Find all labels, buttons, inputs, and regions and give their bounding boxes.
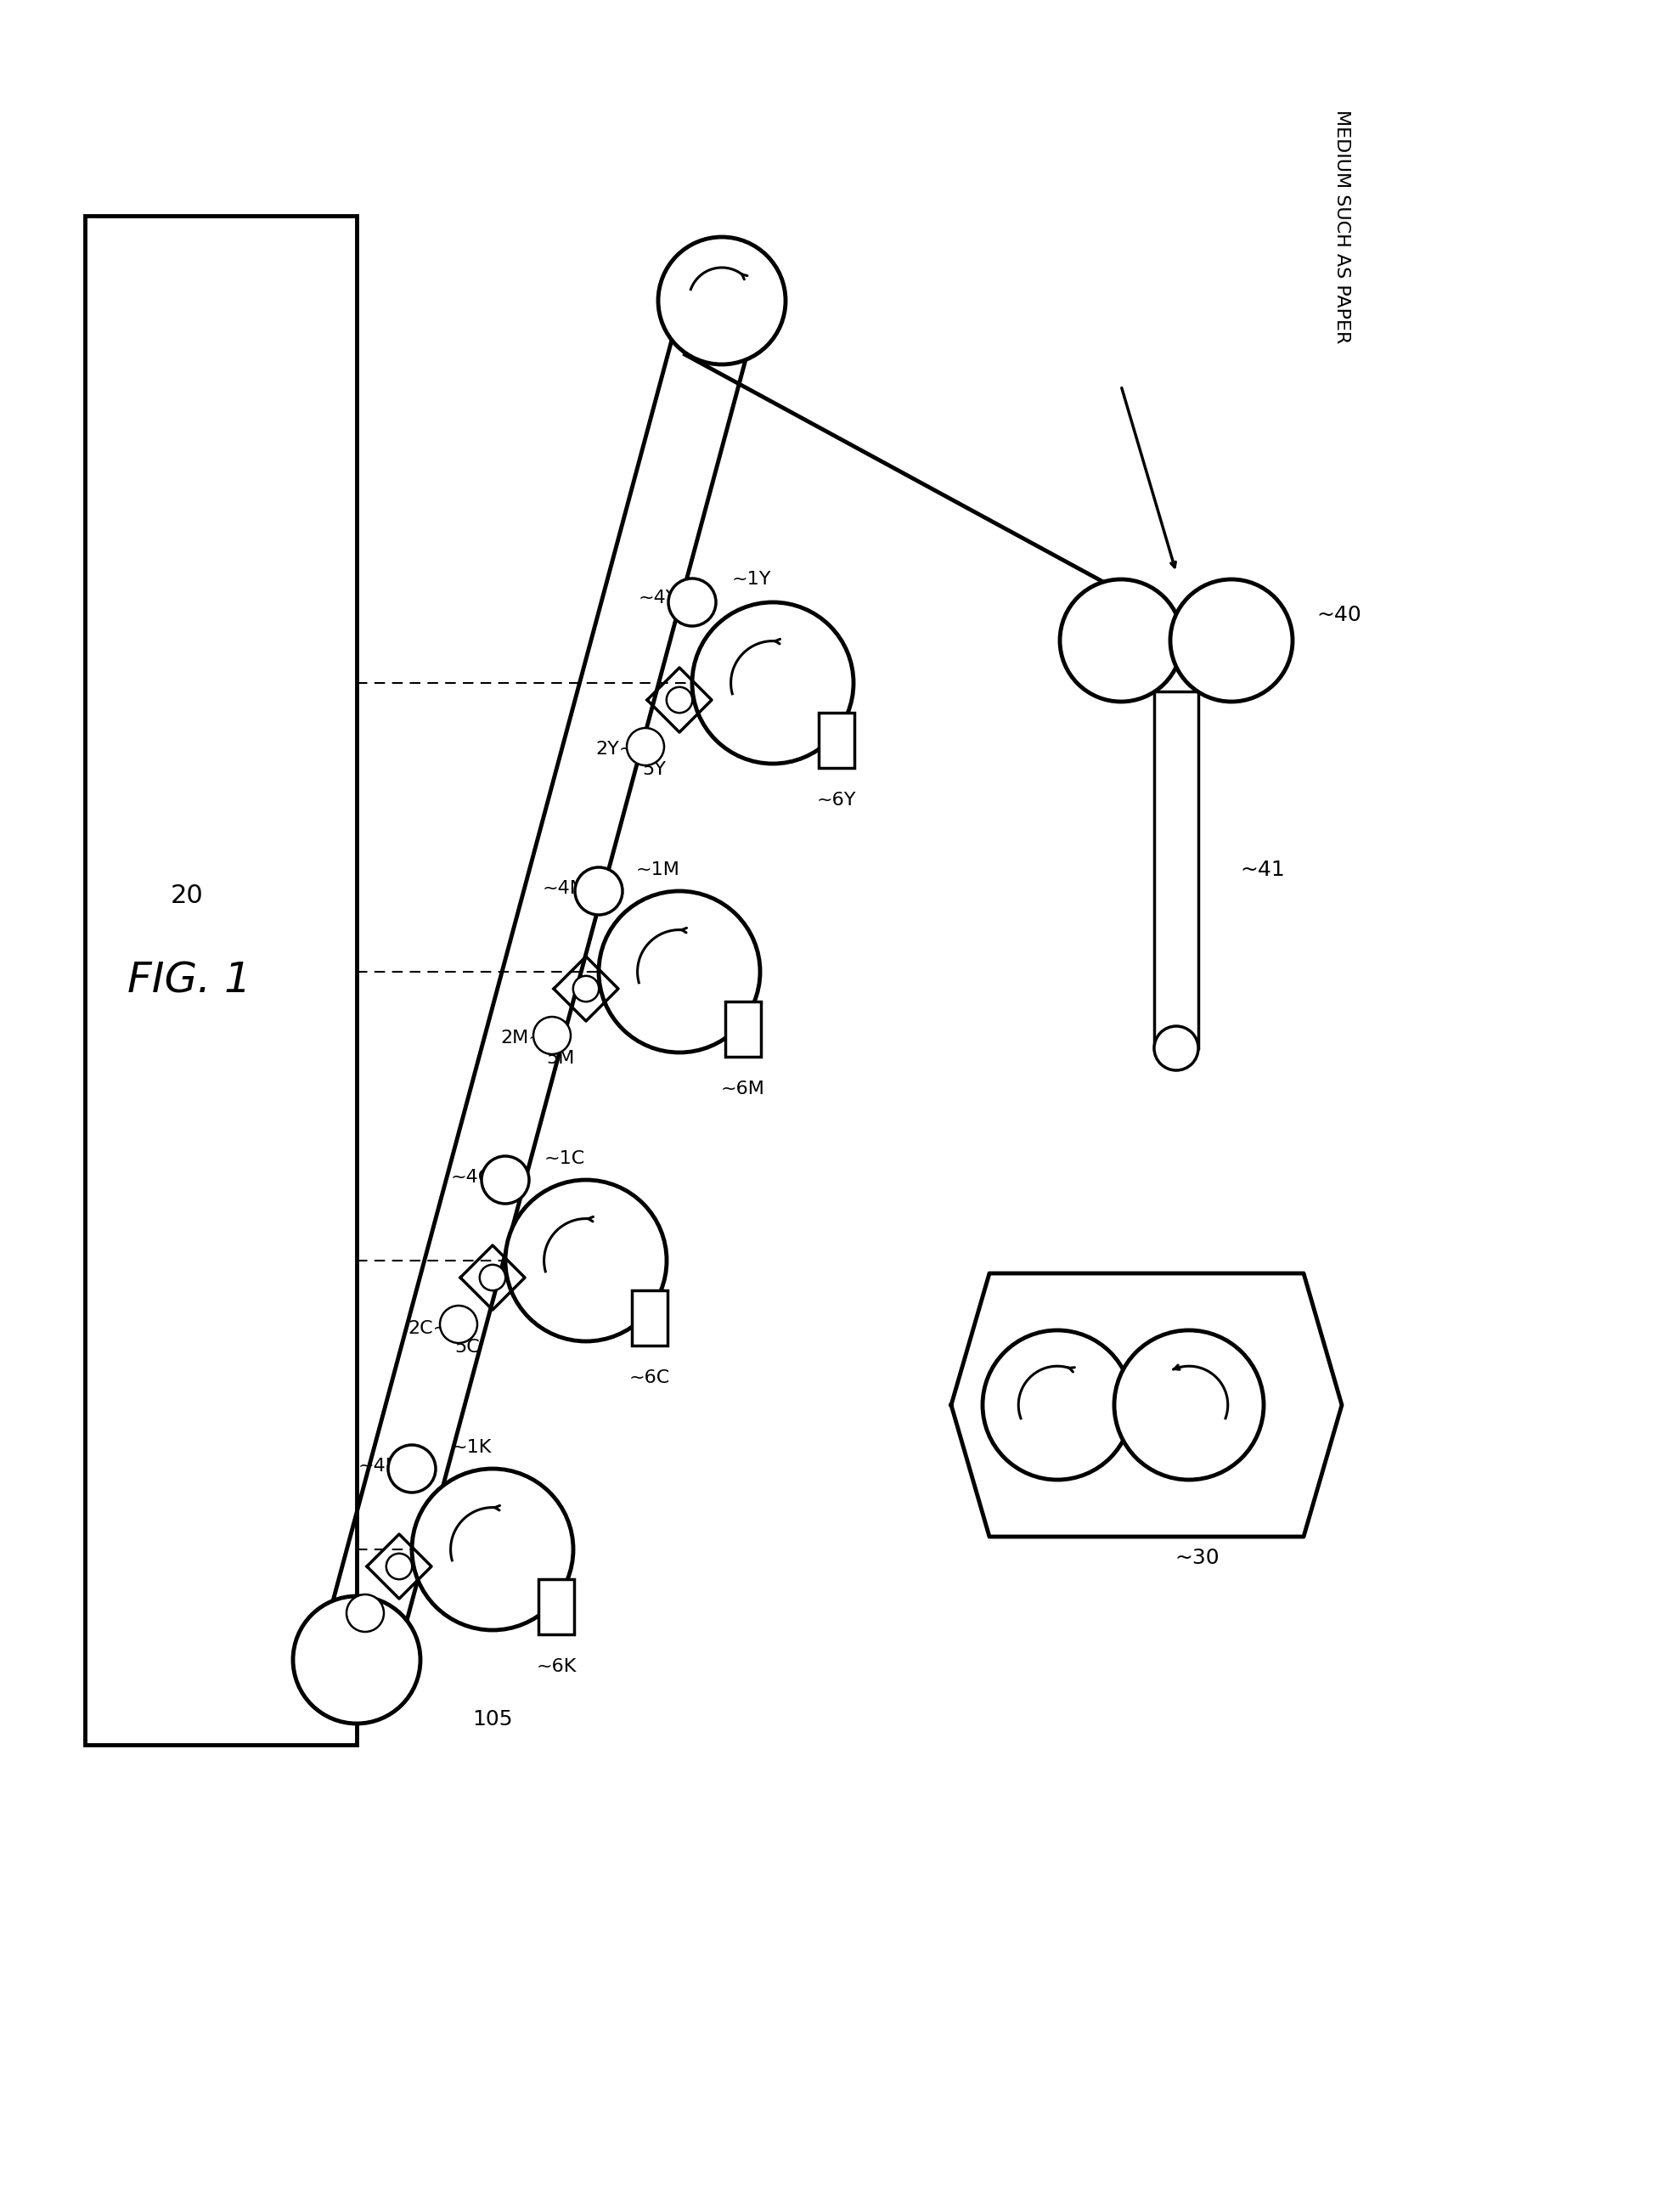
Text: 2C~: 2C~ bbox=[409, 1321, 449, 1336]
Text: ~4C: ~4C bbox=[450, 1168, 492, 1186]
Circle shape bbox=[658, 237, 784, 365]
Circle shape bbox=[666, 688, 691, 712]
Text: 5M: 5M bbox=[547, 1051, 575, 1066]
Bar bbox=[818, 712, 854, 768]
Bar bbox=[725, 1002, 761, 1057]
Circle shape bbox=[668, 580, 716, 626]
Text: ~1Y: ~1Y bbox=[731, 571, 771, 588]
Circle shape bbox=[293, 1597, 420, 1723]
Circle shape bbox=[982, 1329, 1132, 1480]
Text: MEDIUM SUCH AS PAPER: MEDIUM SUCH AS PAPER bbox=[1333, 108, 1350, 343]
Bar bbox=[538, 1579, 573, 1635]
Bar bbox=[1153, 692, 1198, 1048]
Circle shape bbox=[482, 1157, 529, 1203]
Text: ~30: ~30 bbox=[1175, 1548, 1220, 1568]
Text: ~40: ~40 bbox=[1316, 604, 1361, 626]
Circle shape bbox=[1114, 1329, 1263, 1480]
Text: 2K~: 2K~ bbox=[316, 1608, 356, 1626]
Text: ~6Y: ~6Y bbox=[816, 792, 856, 810]
Text: ~4M: ~4M bbox=[542, 880, 587, 898]
Bar bbox=[632, 1290, 666, 1345]
Text: 2Y~: 2Y~ bbox=[595, 741, 635, 759]
Text: 5C: 5C bbox=[454, 1338, 479, 1356]
Circle shape bbox=[1170, 580, 1291, 701]
Text: ~1K: ~1K bbox=[450, 1440, 492, 1455]
Text: FIG. 1: FIG. 1 bbox=[128, 960, 251, 1000]
Text: ~1M: ~1M bbox=[637, 860, 680, 878]
Text: ~41: ~41 bbox=[1240, 860, 1285, 880]
Circle shape bbox=[534, 1018, 570, 1055]
Text: 5Y: 5Y bbox=[642, 761, 665, 779]
Text: 2M~: 2M~ bbox=[500, 1029, 543, 1046]
Circle shape bbox=[573, 975, 598, 1002]
Bar bbox=[85, 217, 357, 1745]
Circle shape bbox=[505, 1179, 666, 1340]
Text: ~6M: ~6M bbox=[721, 1079, 765, 1097]
Circle shape bbox=[627, 728, 663, 765]
Circle shape bbox=[346, 1595, 384, 1632]
Circle shape bbox=[440, 1305, 477, 1343]
Circle shape bbox=[1059, 580, 1182, 701]
Circle shape bbox=[575, 867, 622, 916]
Text: 20: 20 bbox=[170, 883, 203, 907]
Text: ~6C: ~6C bbox=[628, 1369, 670, 1387]
Text: 105: 105 bbox=[472, 1710, 512, 1730]
Text: ~6K: ~6K bbox=[535, 1659, 577, 1674]
Text: ~1C: ~1C bbox=[543, 1150, 585, 1168]
Text: 5K: 5K bbox=[361, 1628, 386, 1644]
Circle shape bbox=[386, 1553, 412, 1579]
Circle shape bbox=[479, 1265, 505, 1290]
Circle shape bbox=[598, 891, 760, 1053]
Text: ~4Y: ~4Y bbox=[638, 591, 678, 606]
Circle shape bbox=[387, 1444, 435, 1493]
Circle shape bbox=[1153, 1026, 1198, 1071]
Circle shape bbox=[412, 1469, 573, 1630]
Circle shape bbox=[691, 602, 853, 763]
Text: ~4K: ~4K bbox=[357, 1458, 397, 1475]
